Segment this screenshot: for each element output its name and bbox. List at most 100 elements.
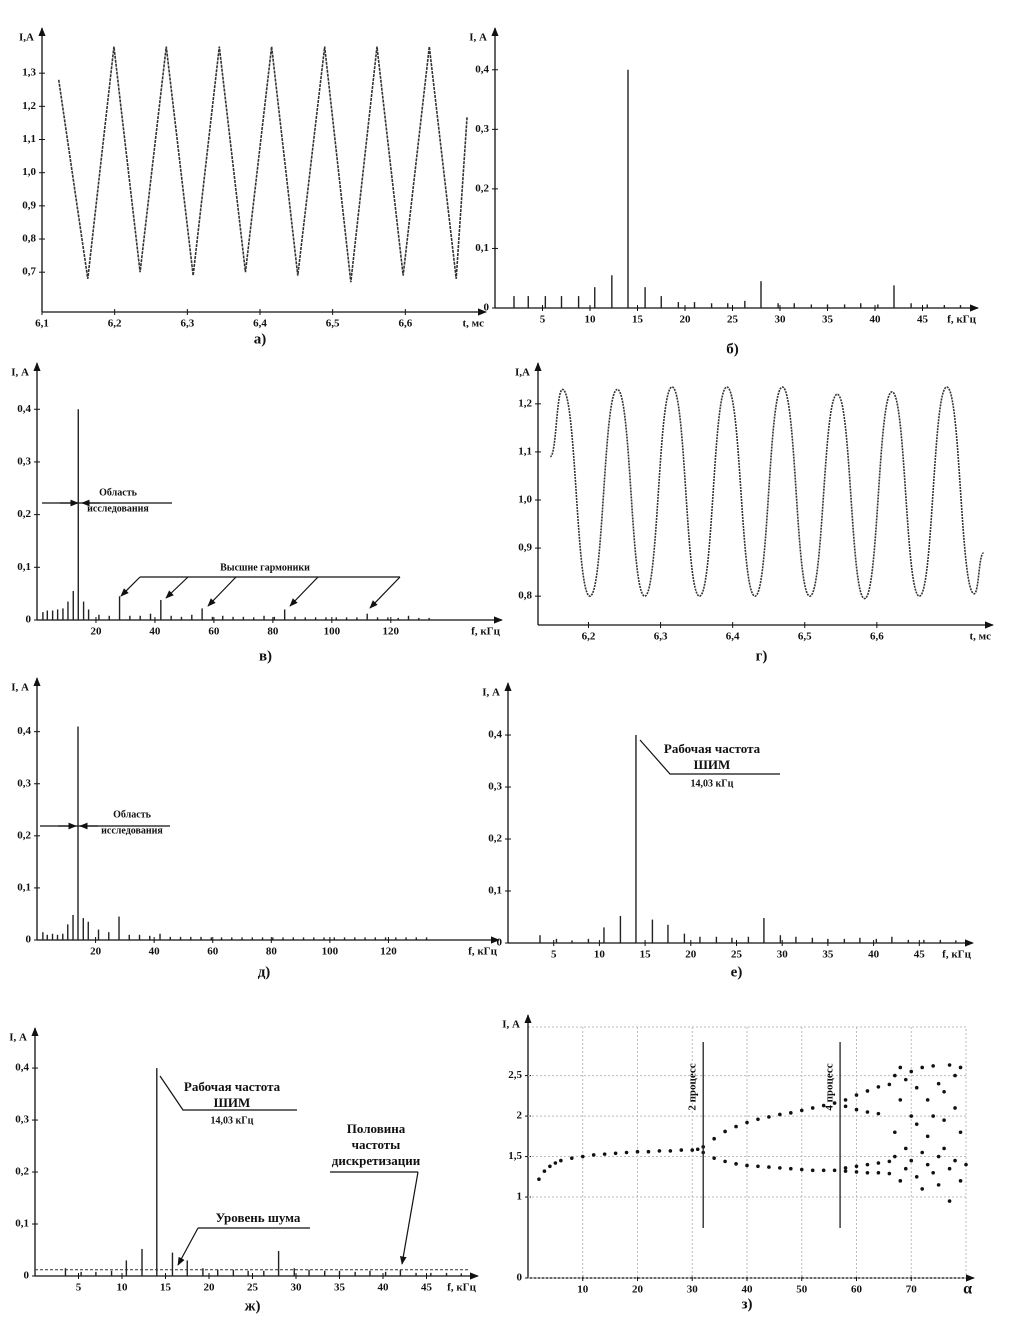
annotation-text: ШИМ [694,757,731,772]
annotation: Область исследования [40,809,170,836]
point [591,1153,596,1157]
x-tick-label: 10 [117,1282,129,1294]
x-tick-label: 40 [149,626,161,638]
x-tick-label: 15 [160,1282,172,1294]
y-tick-label: 0,4 [475,63,489,75]
x-tick-label: 6,3 [654,631,668,643]
x-tick-label: 40 [742,1284,754,1296]
annotation: Область исследования Высшие гармоники [42,487,401,609]
y-tick-label: 0,4 [17,725,31,737]
point [925,1098,930,1102]
x-tick-label: 100 [324,626,341,638]
point [865,1089,870,1093]
point [898,1098,903,1102]
y-tick-label: 0,1 [17,561,31,573]
x-tick-label: 35 [822,949,834,961]
x-axis-label: t, мс [969,631,991,643]
point [893,1154,897,1159]
point [931,1114,935,1118]
point [893,1130,897,1135]
x-tick-label: 25 [247,1282,259,1294]
point [931,1064,935,1068]
x-tick-label: 6,2 [108,318,122,330]
point [570,1156,574,1160]
point [690,1148,695,1152]
point [947,1199,952,1203]
point [887,1082,892,1087]
y-tick-label: 0,2 [15,1166,29,1178]
point [942,1089,946,1094]
x-tick-label: 60 [207,946,219,958]
point [865,1170,870,1175]
point [832,1168,837,1173]
point [810,1168,815,1173]
y-tick-label: 1 [517,1191,523,1203]
process-label: 2 процесс [687,1063,699,1110]
annotation: Рабочая частота ШИМ 14,03 кГц Уровень шу… [159,1075,421,1266]
x-tick-label: 25 [727,314,739,326]
x-tick-label: 5 [551,949,557,961]
point [865,1162,870,1167]
y-axis-label: I, А [469,32,487,44]
point [668,1149,673,1153]
point [898,1179,903,1183]
x-tick-label: 20 [90,626,102,638]
point [876,1085,881,1089]
point [657,1149,662,1153]
x-tick-label: 6,6 [398,318,412,330]
x-tick-label: 80 [267,626,279,638]
x-tick-label: 20 [680,314,692,326]
x-axis-label: t, мс [462,318,484,330]
x-axis-label: f, кГц [947,314,976,326]
annotation: Рабочая частота ШИМ 14,03 кГц [639,739,780,789]
y-tick-label: 2,5 [508,1069,522,1081]
x-tick-label: 10 [585,314,597,326]
y-axis-label: I,А [515,367,530,379]
y-tick-label: 1,2 [518,397,532,409]
x-tick-label: 20 [685,949,697,961]
point [821,1168,826,1173]
caption: д) [258,964,271,980]
point [679,1148,684,1152]
point [909,1158,914,1163]
y-tick-label: 0 [24,1270,30,1282]
annotation-text: ШИМ [214,1095,251,1110]
caption: б) [726,341,739,357]
y-tick-label: 0,3 [488,781,502,793]
point [893,1073,897,1078]
point [734,1162,738,1166]
annotation-text: Область [113,809,151,820]
x-axis-label: f, кГц [468,946,497,958]
point [843,1166,848,1170]
point [767,1115,771,1119]
x-axis-label: f, кГц [942,949,971,961]
point [542,1169,547,1173]
y-tick-label: 0 [497,937,503,949]
x-tick-label: 80 [266,946,278,958]
annotation-text: исследования [101,825,163,836]
x-tick-label: 45 [421,1282,433,1294]
annotation-text: исследования [87,503,149,514]
point [723,1159,727,1164]
point [887,1159,892,1164]
point [909,1069,914,1074]
x-tick-label: 30 [687,1284,699,1296]
x-tick-label: 120 [380,946,397,958]
y-tick-label: 2 [517,1110,523,1122]
y-axis-label: I,А [19,32,34,44]
point [712,1156,716,1160]
point [854,1164,859,1169]
y-axis-label: I, А [9,1032,27,1044]
point [548,1164,552,1169]
y-tick-label: 1,5 [508,1150,522,1162]
point [942,1118,946,1122]
annotation-text: Половина [347,1121,406,1136]
y-tick-label: 0,3 [15,1114,29,1126]
point [953,1106,957,1110]
point [756,1164,760,1169]
x-tick-label: 100 [322,946,339,958]
point [537,1177,541,1182]
y-tick-label: 0,1 [475,242,489,254]
y-tick-label: 0,2 [488,833,502,845]
y-tick-label: 0,9 [22,199,36,211]
